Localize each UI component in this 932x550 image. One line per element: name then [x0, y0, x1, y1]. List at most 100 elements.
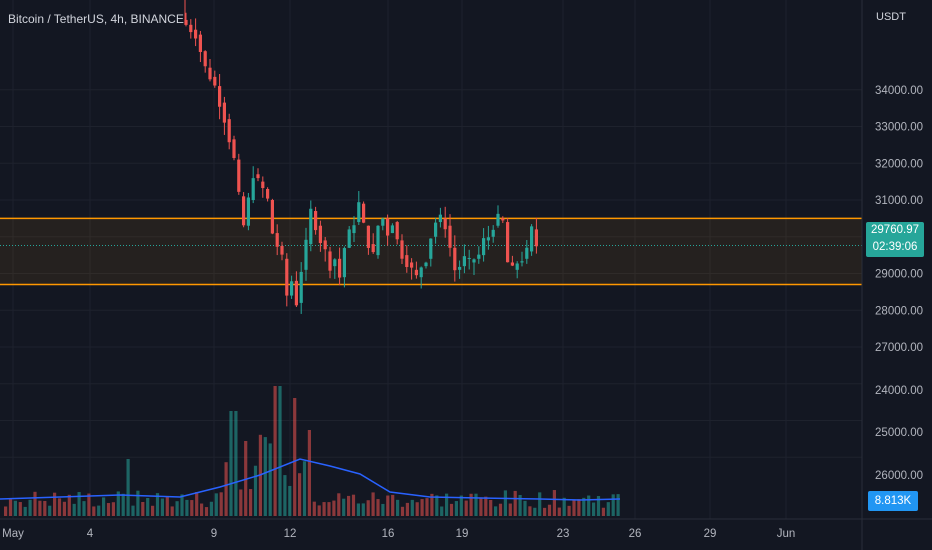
- candle-body: [472, 259, 476, 263]
- candle-body: [189, 24, 193, 33]
- volume-bar: [479, 497, 483, 516]
- candle-body: [477, 254, 481, 259]
- y-tick-label: 28000.00: [875, 305, 923, 317]
- candle-body: [203, 51, 207, 67]
- x-tick-label: Jun: [777, 528, 796, 540]
- volume-bar: [146, 497, 150, 516]
- candle-body: [246, 197, 250, 226]
- x-tick-label: 26: [629, 528, 642, 540]
- candle-body: [294, 280, 298, 306]
- x-tick-label: 16: [382, 528, 395, 540]
- candle-body: [242, 196, 246, 226]
- volume-bar: [180, 494, 184, 516]
- x-tick-label: 29: [704, 528, 717, 540]
- volume-bar: [283, 475, 287, 516]
- volume-bar: [611, 494, 615, 516]
- volume-bar: [449, 503, 454, 516]
- volume-bar: [347, 495, 351, 516]
- volume-bar: [489, 499, 493, 516]
- volume-bar: [562, 497, 566, 516]
- volume-bar: [410, 499, 414, 516]
- candle-body: [467, 257, 471, 259]
- x-tick-label: May: [2, 528, 24, 540]
- candle-body: [256, 174, 260, 179]
- x-tick-label: 23: [557, 528, 570, 540]
- candle-body: [462, 256, 466, 267]
- last-price-label: 29760.97: [871, 224, 919, 236]
- candle-body: [198, 34, 202, 52]
- volume-bar: [435, 495, 439, 516]
- volume-bar: [317, 505, 321, 516]
- volume-bar: [67, 494, 71, 516]
- volume-bar: [572, 499, 576, 516]
- volume-bar: [459, 495, 463, 516]
- volume-bar: [293, 398, 297, 516]
- candle-body: [208, 67, 212, 80]
- volume-bar: [606, 502, 610, 516]
- x-tick-label: 4: [87, 528, 94, 540]
- candle-body: [251, 178, 255, 200]
- volume-bar: [77, 492, 81, 516]
- candle-body: [438, 214, 442, 223]
- volume-bar: [288, 485, 292, 516]
- volume-bar: [503, 490, 507, 516]
- volume-bar: [165, 497, 169, 516]
- volume-bar: [18, 502, 22, 516]
- candle-body: [362, 203, 366, 223]
- candle-body: [443, 218, 447, 230]
- volume-bar: [111, 502, 115, 516]
- volume-bar: [567, 505, 571, 516]
- volume-bar: [376, 499, 380, 516]
- volume-bar: [356, 503, 360, 516]
- volume-bar: [547, 504, 552, 516]
- volume-bar: [557, 507, 561, 516]
- candle-body: [491, 229, 495, 237]
- volume-bar: [141, 501, 145, 516]
- candle-body: [328, 251, 332, 271]
- volume-bar: [116, 491, 120, 516]
- volume-bar: [200, 503, 204, 516]
- volume-bar: [234, 411, 238, 516]
- candle-body: [213, 76, 217, 86]
- candle-body: [333, 259, 337, 267]
- x-tick-label: 12: [284, 528, 297, 540]
- y-tick-label: 25000.00: [875, 427, 923, 439]
- price-axis-unit: USDT: [876, 11, 906, 23]
- volume-bar: [97, 505, 101, 516]
- candle-body: [414, 269, 418, 276]
- volume-bar: [405, 502, 409, 516]
- volume-bar: [322, 502, 326, 516]
- candle-body: [232, 139, 236, 158]
- candle-body: [400, 240, 404, 259]
- volume-bar: [268, 443, 272, 516]
- volume-bar: [214, 493, 218, 516]
- volume-bar: [239, 489, 243, 516]
- volume-bar: [494, 506, 498, 516]
- volume-bar: [273, 386, 277, 516]
- candle-body: [405, 255, 409, 267]
- volume-bar: [136, 490, 140, 516]
- volume-bar: [13, 500, 17, 516]
- volume-bar: [126, 459, 130, 516]
- chart-title: Bitcoin / TetherUS, 4h, BINANCE: [8, 12, 184, 26]
- candle-body: [366, 225, 370, 248]
- volume-tag: 8.813K: [868, 491, 918, 511]
- volume-bar: [327, 502, 331, 516]
- candle-body: [299, 271, 303, 303]
- volume-bar: [596, 496, 601, 516]
- volume-bar: [302, 461, 307, 516]
- candle-body: [270, 200, 274, 234]
- volume-bar: [53, 492, 57, 516]
- volume-bar: [552, 490, 556, 516]
- volume-bar: [337, 493, 341, 516]
- volume-bar: [185, 499, 189, 516]
- candle-body: [525, 247, 529, 259]
- volume-bar: [351, 494, 356, 516]
- candle-body: [371, 244, 375, 253]
- candle-body: [453, 247, 457, 271]
- volume-bar: [518, 494, 522, 516]
- y-tick-label: 31000.00: [875, 195, 923, 207]
- candle-body: [482, 238, 486, 256]
